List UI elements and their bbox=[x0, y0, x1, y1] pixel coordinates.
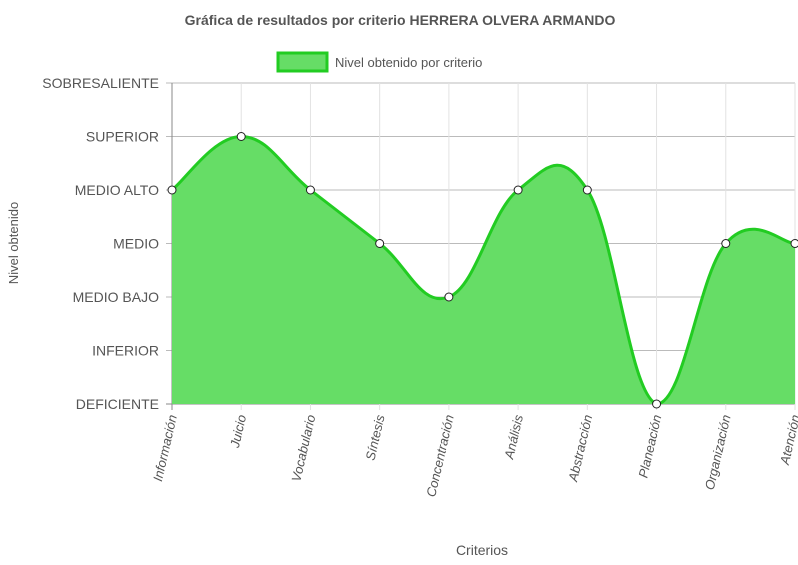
data-point-5[interactable] bbox=[513, 185, 523, 195]
area-layer bbox=[171, 134, 796, 406]
y-tick-label: MEDIO BAJO bbox=[73, 289, 159, 305]
data-point-9[interactable] bbox=[790, 239, 798, 248]
y-tick-label: MEDIO bbox=[113, 236, 159, 252]
data-point-1[interactable] bbox=[236, 132, 246, 141]
series-line bbox=[171, 134, 796, 406]
chart-title: Gráfica de resultados por criterio HERRE… bbox=[185, 12, 616, 28]
y-axis-ticks: DEFICIENTE INFERIOR MEDIO BAJO MEDIO MEDIO A… bbox=[42, 75, 159, 412]
x-axis-ticks: Información Juicio Vocabulario Síntesis Conc… bbox=[150, 413, 798, 499]
x-axis-title: Criterios bbox=[456, 542, 508, 558]
data-point-6[interactable] bbox=[582, 185, 592, 195]
data-point-2[interactable] bbox=[305, 185, 315, 195]
x-tick-label: Abstracción bbox=[565, 413, 595, 484]
data-points bbox=[167, 132, 798, 409]
y-tick-label: MEDIO ALTO bbox=[75, 182, 159, 198]
legend-swatch bbox=[276, 51, 329, 73]
legend[interactable]: Nivel obtenido por criterio bbox=[276, 51, 482, 73]
x-tick-label: Planeación bbox=[635, 413, 664, 479]
legend-label: Nivel obtenido por criterio bbox=[335, 55, 482, 70]
x-tick-label: Concentración bbox=[423, 413, 456, 498]
x-tick-label: Juicio bbox=[227, 413, 249, 450]
series-area bbox=[172, 136, 795, 404]
x-tick-label: Información bbox=[150, 413, 180, 483]
x-tick-label: Atención bbox=[777, 413, 798, 467]
y-tick-label: SOBRESALIENTE bbox=[42, 75, 159, 91]
x-tick-label: Vocabulario bbox=[288, 413, 318, 483]
y-tick-label: INFERIOR bbox=[92, 343, 159, 359]
x-tick-label: Síntesis bbox=[363, 413, 388, 462]
y-tick-label: SUPERIOR bbox=[86, 129, 159, 145]
y-tick-label: DEFICIENTE bbox=[76, 396, 159, 412]
x-tick-label: Análisis bbox=[501, 413, 526, 461]
data-point-8[interactable] bbox=[721, 239, 731, 248]
data-point-3[interactable] bbox=[375, 239, 385, 248]
data-point-0[interactable] bbox=[167, 185, 177, 195]
y-axis-title: Nivel obtenido bbox=[6, 202, 21, 284]
x-tick-label: Organización bbox=[702, 413, 734, 491]
data-point-4[interactable] bbox=[444, 292, 454, 302]
data-point-7[interactable] bbox=[652, 399, 662, 409]
